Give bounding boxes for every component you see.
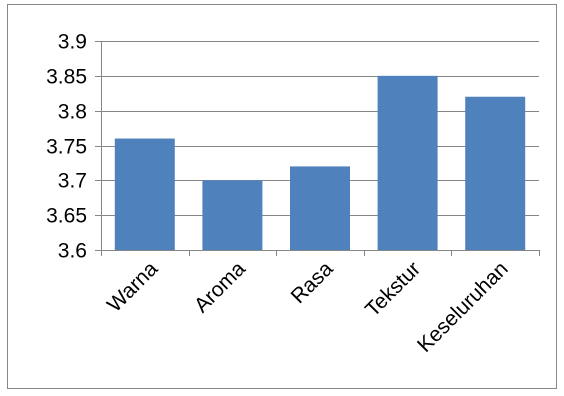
bars [114, 75, 526, 250]
y-tick-labels: 3.6 3.65 3.7 3.75 3.8 3.85 3.9 [46, 31, 87, 263]
bar-rasa [290, 166, 350, 250]
y-tick-label: 3.75 [46, 136, 87, 159]
y-tick-label: 3.85 [46, 66, 87, 89]
bar-warna [114, 138, 175, 250]
x-tick-label: Rasa [287, 257, 338, 308]
y-tick-label: 3.65 [46, 205, 87, 228]
x-tick-label: Keseluruhan [413, 257, 513, 357]
x-tick-label: Warna [103, 257, 163, 317]
x-tick-label: Aroma [190, 257, 250, 317]
bar-aroma [202, 180, 263, 250]
y-tick-label: 3.7 [58, 170, 87, 193]
axes [95, 41, 540, 256]
bar-keseluruhan [465, 96, 526, 250]
y-tick-label: 3.8 [58, 101, 87, 124]
y-tick-label: 3.9 [58, 31, 87, 54]
x-tick-label: Tekstur [361, 257, 425, 321]
y-tick-label: 3.6 [58, 240, 87, 263]
bar-tekstur [377, 75, 438, 250]
